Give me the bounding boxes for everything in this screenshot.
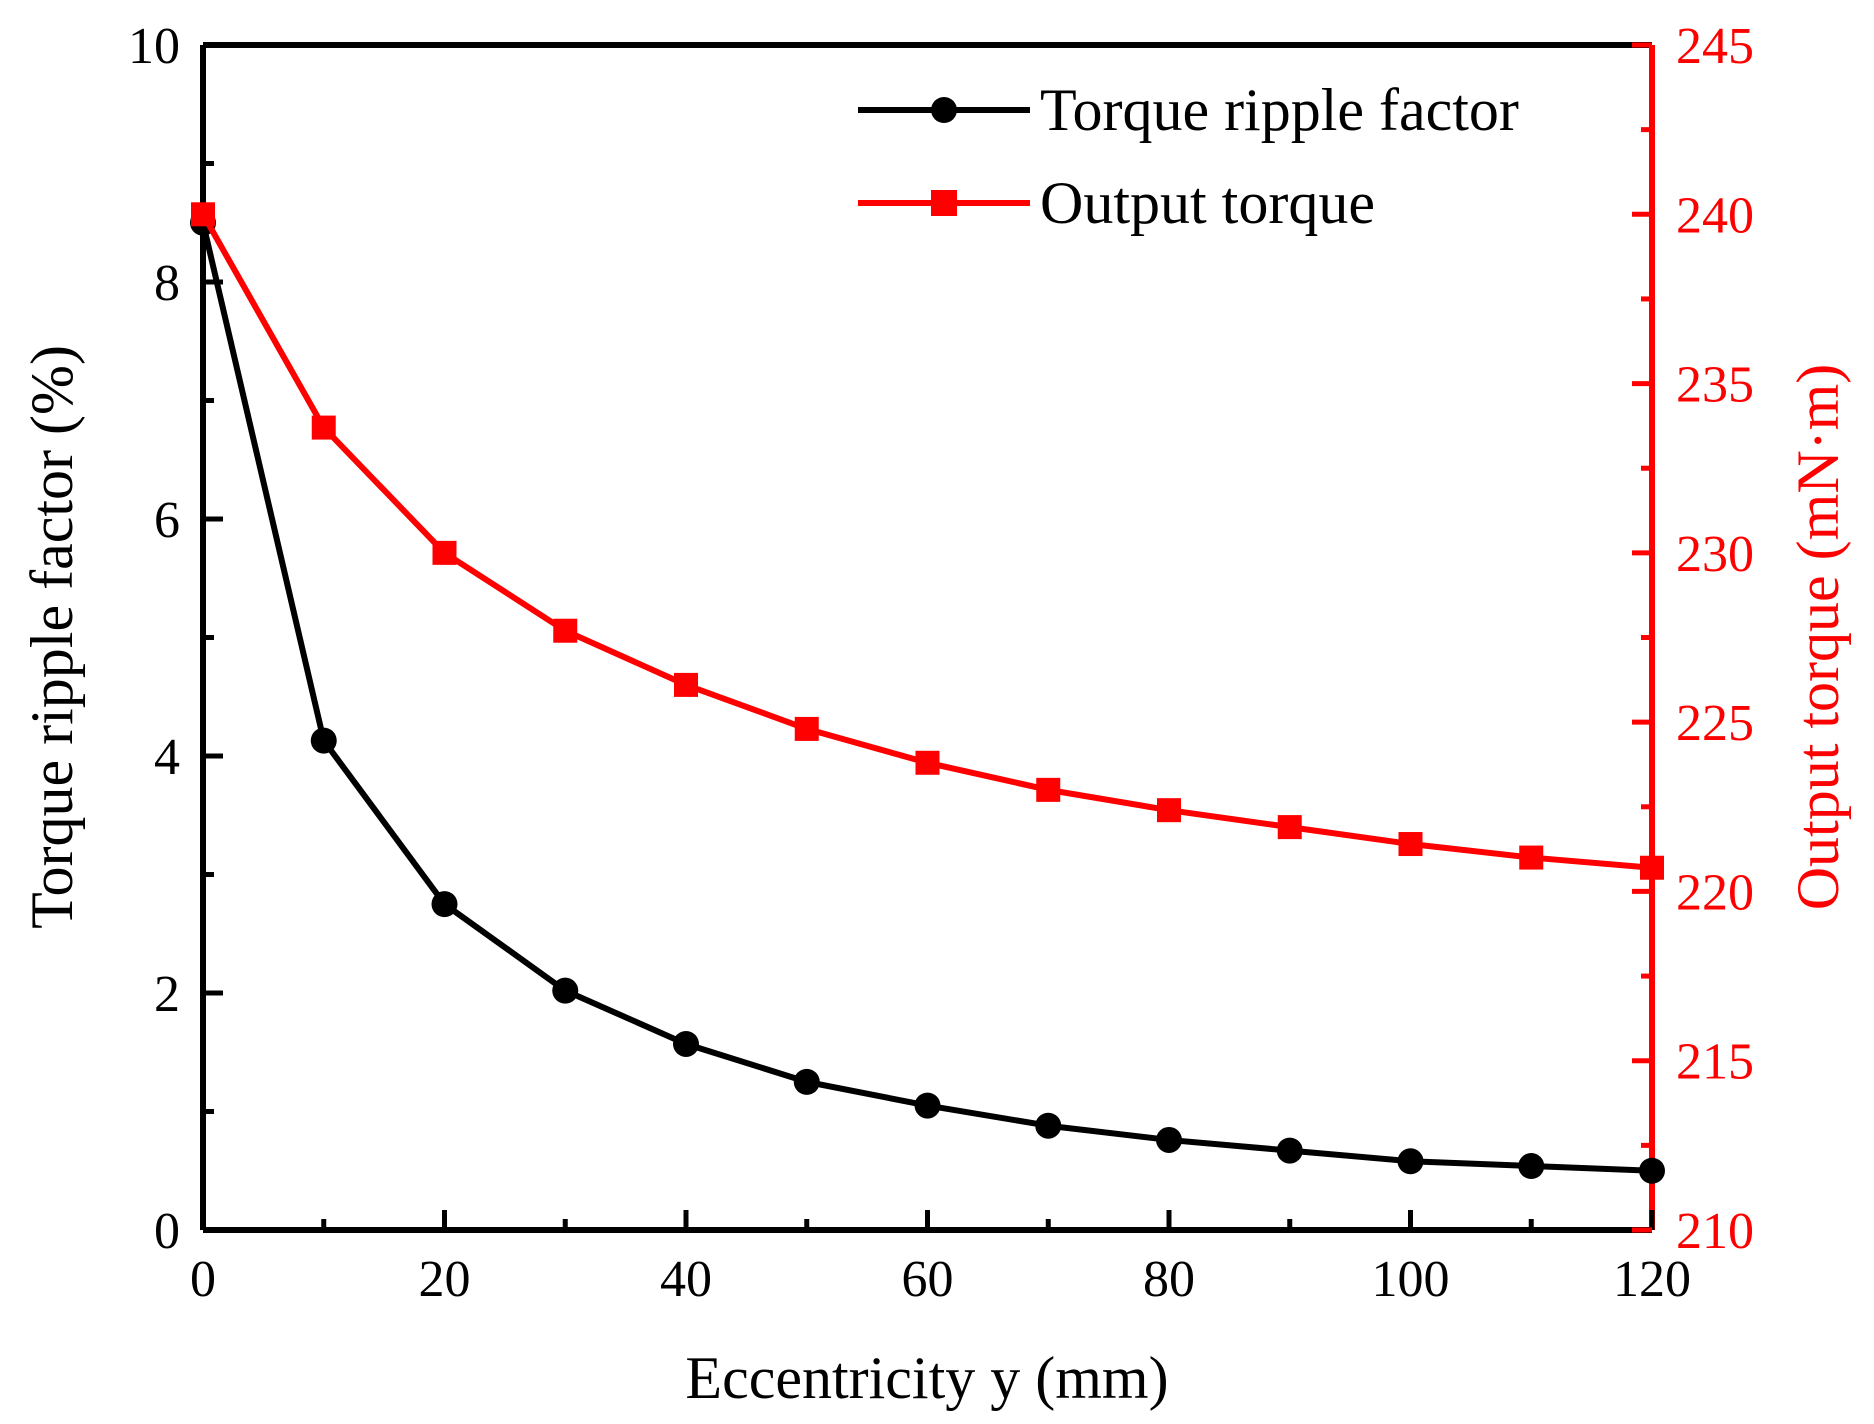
- y2-tick-label: 225: [1676, 695, 1754, 752]
- data-point-torque-ripple: [431, 891, 458, 918]
- plot-frame: [200, 42, 1655, 1233]
- y2-tick-label: 220: [1676, 864, 1754, 921]
- data-point-torque-ripple: [552, 977, 579, 1004]
- data-point-output-torque: [1640, 855, 1664, 880]
- data-point-output-torque: [553, 618, 578, 643]
- data-point-output-torque: [1157, 798, 1181, 823]
- series-line-torque-ripple: [200, 222, 1653, 1174]
- y-axis-title: Torque ripple factor (%): [19, 345, 85, 929]
- data-point-output-torque: [674, 672, 698, 697]
- y-tick-label: 8: [154, 255, 180, 312]
- data-point-torque-ripple: [1397, 1148, 1424, 1175]
- data-point-output-torque: [915, 750, 940, 775]
- legend-label-torque-ripple: Torque ripple factor: [1040, 77, 1519, 143]
- y2-tick-label: 245: [1676, 18, 1754, 75]
- x-tick-label: 20: [419, 1251, 471, 1308]
- y2-tick-label: 210: [1676, 1203, 1754, 1260]
- series-layer: [190, 202, 1665, 1184]
- data-point-output-torque: [794, 716, 819, 741]
- y2-tick-label: 235: [1676, 357, 1754, 414]
- x-axis-title: Eccentricity y (mm): [685, 1345, 1168, 1411]
- x-tick-label: 80: [1143, 1251, 1195, 1308]
- y2-axis-title: Output torque (mN·m): [1785, 364, 1851, 911]
- data-point-torque-ripple: [310, 727, 337, 754]
- data-point-torque-ripple: [1156, 1126, 1182, 1153]
- data-point-torque-ripple: [914, 1092, 941, 1119]
- y-tick-label: 4: [154, 729, 180, 786]
- x-tick-label: 60: [902, 1251, 954, 1308]
- y-tick-label: 10: [128, 18, 180, 75]
- y-tick-label: 0: [154, 1203, 180, 1260]
- x-tick-label: 40: [660, 1251, 712, 1308]
- y-tick-label: 6: [154, 492, 180, 549]
- legend-label-output-torque: Output torque: [1040, 170, 1375, 236]
- data-point-torque-ripple: [1639, 1157, 1665, 1184]
- legend-marker-output-torque: [931, 190, 957, 216]
- y-tick-label: 2: [154, 966, 180, 1023]
- data-point-torque-ripple: [793, 1068, 820, 1095]
- x-tick-label: 100: [1372, 1251, 1450, 1308]
- x-tick-label: 120: [1613, 1251, 1691, 1308]
- data-point-output-torque: [1277, 815, 1302, 840]
- data-point-torque-ripple: [673, 1030, 699, 1057]
- data-point-torque-ripple: [1276, 1137, 1303, 1164]
- data-point-torque-ripple: [1035, 1112, 1062, 1139]
- y2-tick-label: 240: [1676, 187, 1754, 244]
- data-point-output-torque: [432, 540, 457, 565]
- data-point-torque-ripple: [1518, 1153, 1545, 1180]
- legend: Torque ripple factor Output torque: [858, 77, 1519, 236]
- x-tick-label: 0: [190, 1251, 216, 1308]
- legend-marker-torque-ripple: [931, 97, 957, 123]
- data-point-output-torque: [1036, 777, 1061, 802]
- y2-tick-label: 215: [1676, 1034, 1754, 1091]
- data-point-output-torque: [1519, 845, 1544, 870]
- y2-tick-label: 230: [1676, 526, 1754, 583]
- data-point-output-torque: [1398, 832, 1423, 857]
- axis-tick-labels: 0 20 40 60 80 100 120 0 2 4 6 8 10 210 215 220 225 230 235…: [128, 18, 1754, 1308]
- data-point-output-torque: [191, 202, 215, 227]
- data-point-output-torque: [311, 415, 336, 440]
- axis-ticks: [200, 42, 1655, 1233]
